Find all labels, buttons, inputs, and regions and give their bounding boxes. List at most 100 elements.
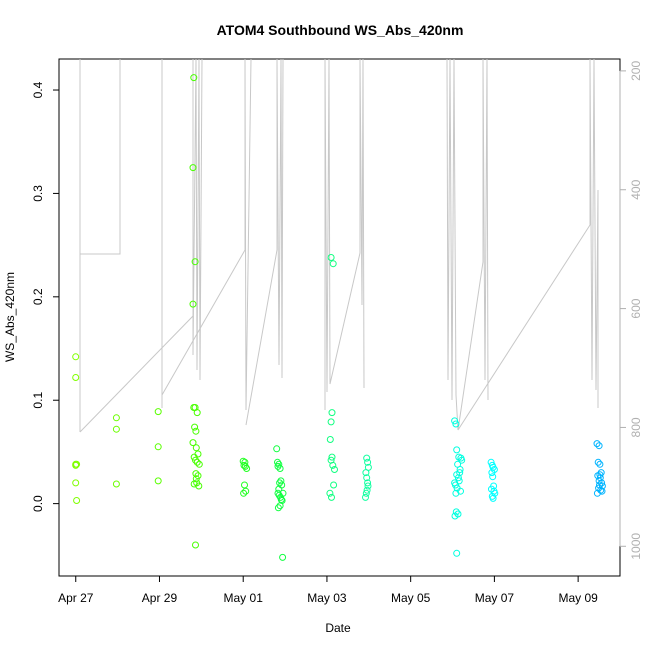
data-point — [242, 487, 250, 495]
x-tick-label: May 07 — [475, 591, 515, 605]
data-point — [72, 479, 80, 487]
data-point — [194, 450, 202, 458]
data-point — [593, 489, 601, 497]
data-point — [489, 494, 497, 502]
data-point — [73, 460, 81, 468]
x-axis: Apr 27 Apr 29 May 01 May 03 May 05 May 07 May … — [58, 575, 598, 605]
data-point — [329, 260, 337, 268]
data-point — [594, 458, 602, 466]
data-point — [458, 456, 466, 464]
chart-title: ATOM4 Southbound WS_Abs_420nm — [217, 22, 464, 38]
data-point — [277, 477, 285, 485]
data-point — [326, 436, 334, 443]
data-point — [276, 465, 284, 472]
data-point — [596, 474, 604, 482]
data-point — [595, 442, 603, 450]
x-tick-label: May 05 — [391, 591, 431, 605]
data-point — [154, 443, 162, 451]
data-point — [454, 474, 462, 482]
data-point — [279, 553, 287, 561]
data-point — [328, 409, 336, 417]
data-point — [456, 466, 464, 473]
data-point — [456, 469, 464, 477]
x-tick-label: May 09 — [558, 591, 598, 605]
data-point — [598, 482, 606, 490]
data-point — [362, 469, 370, 477]
data-point — [192, 427, 200, 435]
data-point — [276, 502, 284, 510]
profile-line — [446, 58, 489, 431]
data-point — [192, 541, 199, 549]
y-tick-label: 0.2 — [31, 288, 45, 305]
x-tick-label: May 01 — [224, 591, 264, 605]
data-point — [241, 481, 248, 489]
data-point — [72, 461, 80, 469]
y-tick-label: 0.3 — [31, 185, 45, 202]
data-point — [364, 482, 372, 490]
y-right-tick-label: 600 — [629, 298, 643, 318]
data-point — [362, 493, 369, 501]
profile-line — [79, 59, 121, 432]
data-point — [73, 497, 81, 504]
data-point — [596, 460, 604, 468]
data-point — [189, 439, 197, 447]
x-tick-label: May 03 — [307, 591, 347, 605]
data-point — [240, 489, 248, 497]
data-point — [329, 461, 337, 469]
data-point — [189, 300, 197, 308]
data-point — [330, 481, 338, 489]
data-point — [488, 469, 496, 477]
data-point — [112, 425, 120, 433]
data-point — [598, 479, 606, 487]
data-point — [326, 489, 334, 497]
y-tick-label: 0.1 — [31, 392, 45, 409]
data-point — [327, 254, 335, 261]
data-point — [593, 440, 601, 448]
profile-line — [79, 58, 203, 433]
data-point — [452, 420, 460, 428]
data-point — [451, 417, 459, 425]
data-point — [452, 489, 460, 497]
data-point — [192, 456, 199, 464]
y-tick-label: 0.0 — [31, 495, 45, 512]
data-point — [189, 164, 197, 172]
data-point — [112, 414, 120, 422]
data-point — [274, 504, 282, 512]
profile-line — [457, 58, 599, 431]
data-point — [596, 481, 603, 489]
data-point — [327, 418, 335, 426]
y-axis: 0.0 0.1 0.2 0.3 0.4 — [31, 81, 60, 512]
data-point — [192, 470, 200, 478]
y-right-tick-label: 200 — [629, 61, 643, 81]
data-point — [455, 477, 463, 485]
data-point — [192, 475, 200, 483]
data-point — [364, 458, 372, 466]
profile-line — [324, 58, 365, 410]
y-right-tick-label: 800 — [629, 417, 643, 437]
altitude-profile-lines — [79, 58, 599, 433]
data-point — [112, 480, 120, 488]
y-axis-label: WS_Abs_420nm — [3, 272, 17, 362]
data-point — [241, 458, 249, 466]
data-point — [596, 471, 604, 479]
data-point — [331, 466, 338, 473]
data-point — [190, 74, 198, 82]
data-point — [363, 474, 371, 482]
data-point — [190, 453, 198, 461]
data-point — [363, 454, 371, 462]
data-point — [191, 423, 199, 431]
data-point — [243, 465, 251, 472]
data-point — [453, 549, 461, 557]
data-point — [193, 458, 201, 466]
data-point — [191, 258, 199, 266]
plot-frame — [58, 58, 621, 577]
profile-line — [161, 58, 252, 411]
data-point — [362, 489, 370, 497]
data-point — [363, 486, 371, 494]
data-point — [453, 446, 461, 454]
x-tick-label: Apr 29 — [142, 591, 178, 605]
data-point — [154, 408, 162, 416]
data-point — [193, 409, 201, 417]
